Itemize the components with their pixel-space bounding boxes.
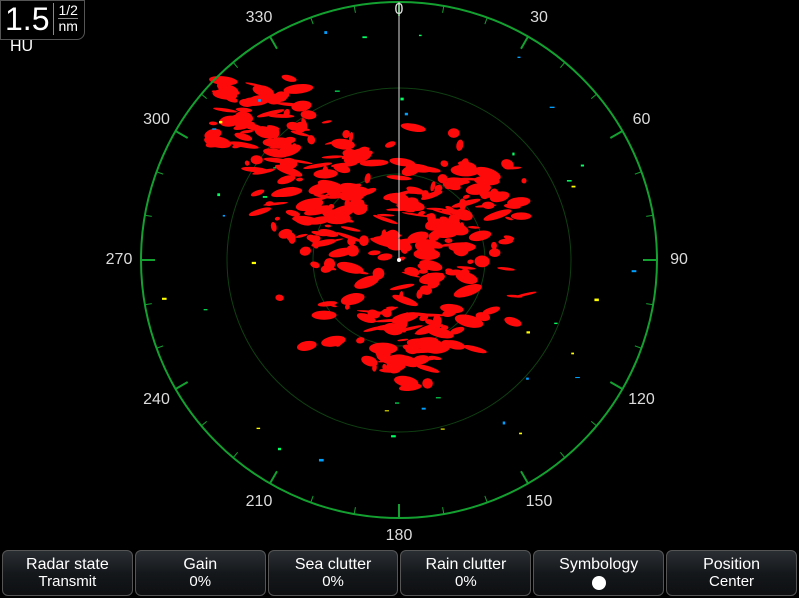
rain-clutter-value: 0% bbox=[455, 574, 477, 591]
orientation-label: HU bbox=[10, 38, 33, 56]
rain-clutter-button[interactable]: Rain clutter0% bbox=[400, 550, 531, 596]
rain-clutter-title: Rain clutter bbox=[425, 556, 506, 574]
radar-display[interactable]: 1.5 1/2 nm HU 03060901201501802102402703… bbox=[0, 0, 799, 548]
range-value: 1.5 bbox=[5, 3, 54, 35]
radar-state-value: Transmit bbox=[39, 574, 97, 591]
gain-value: 0% bbox=[189, 574, 211, 591]
radar-state-button[interactable]: Radar stateTransmit bbox=[2, 550, 133, 596]
radar-state-title: Radar state bbox=[26, 556, 109, 574]
bottom-toolbar: Radar stateTransmitGain0%Sea clutter0%Ra… bbox=[0, 548, 799, 598]
sea-clutter-value: 0% bbox=[322, 574, 344, 591]
symbology-button[interactable]: Symbology bbox=[533, 550, 664, 596]
range-scale-box[interactable]: 1.5 1/2 nm bbox=[0, 0, 85, 40]
position-button[interactable]: PositionCenter bbox=[666, 550, 797, 596]
symbology-dot-icon bbox=[592, 576, 606, 590]
radar-svg bbox=[0, 0, 799, 548]
range-unit: nm bbox=[58, 18, 77, 34]
sea-clutter-title: Sea clutter bbox=[295, 556, 371, 574]
gain-title: Gain bbox=[183, 556, 217, 574]
sea-clutter-button[interactable]: Sea clutter0% bbox=[268, 550, 399, 596]
position-title: Position bbox=[703, 556, 760, 574]
gain-button[interactable]: Gain0% bbox=[135, 550, 266, 596]
symbology-title: Symbology bbox=[559, 556, 638, 574]
position-value: Center bbox=[709, 574, 754, 591]
range-interval: 1/2 bbox=[58, 3, 77, 18]
